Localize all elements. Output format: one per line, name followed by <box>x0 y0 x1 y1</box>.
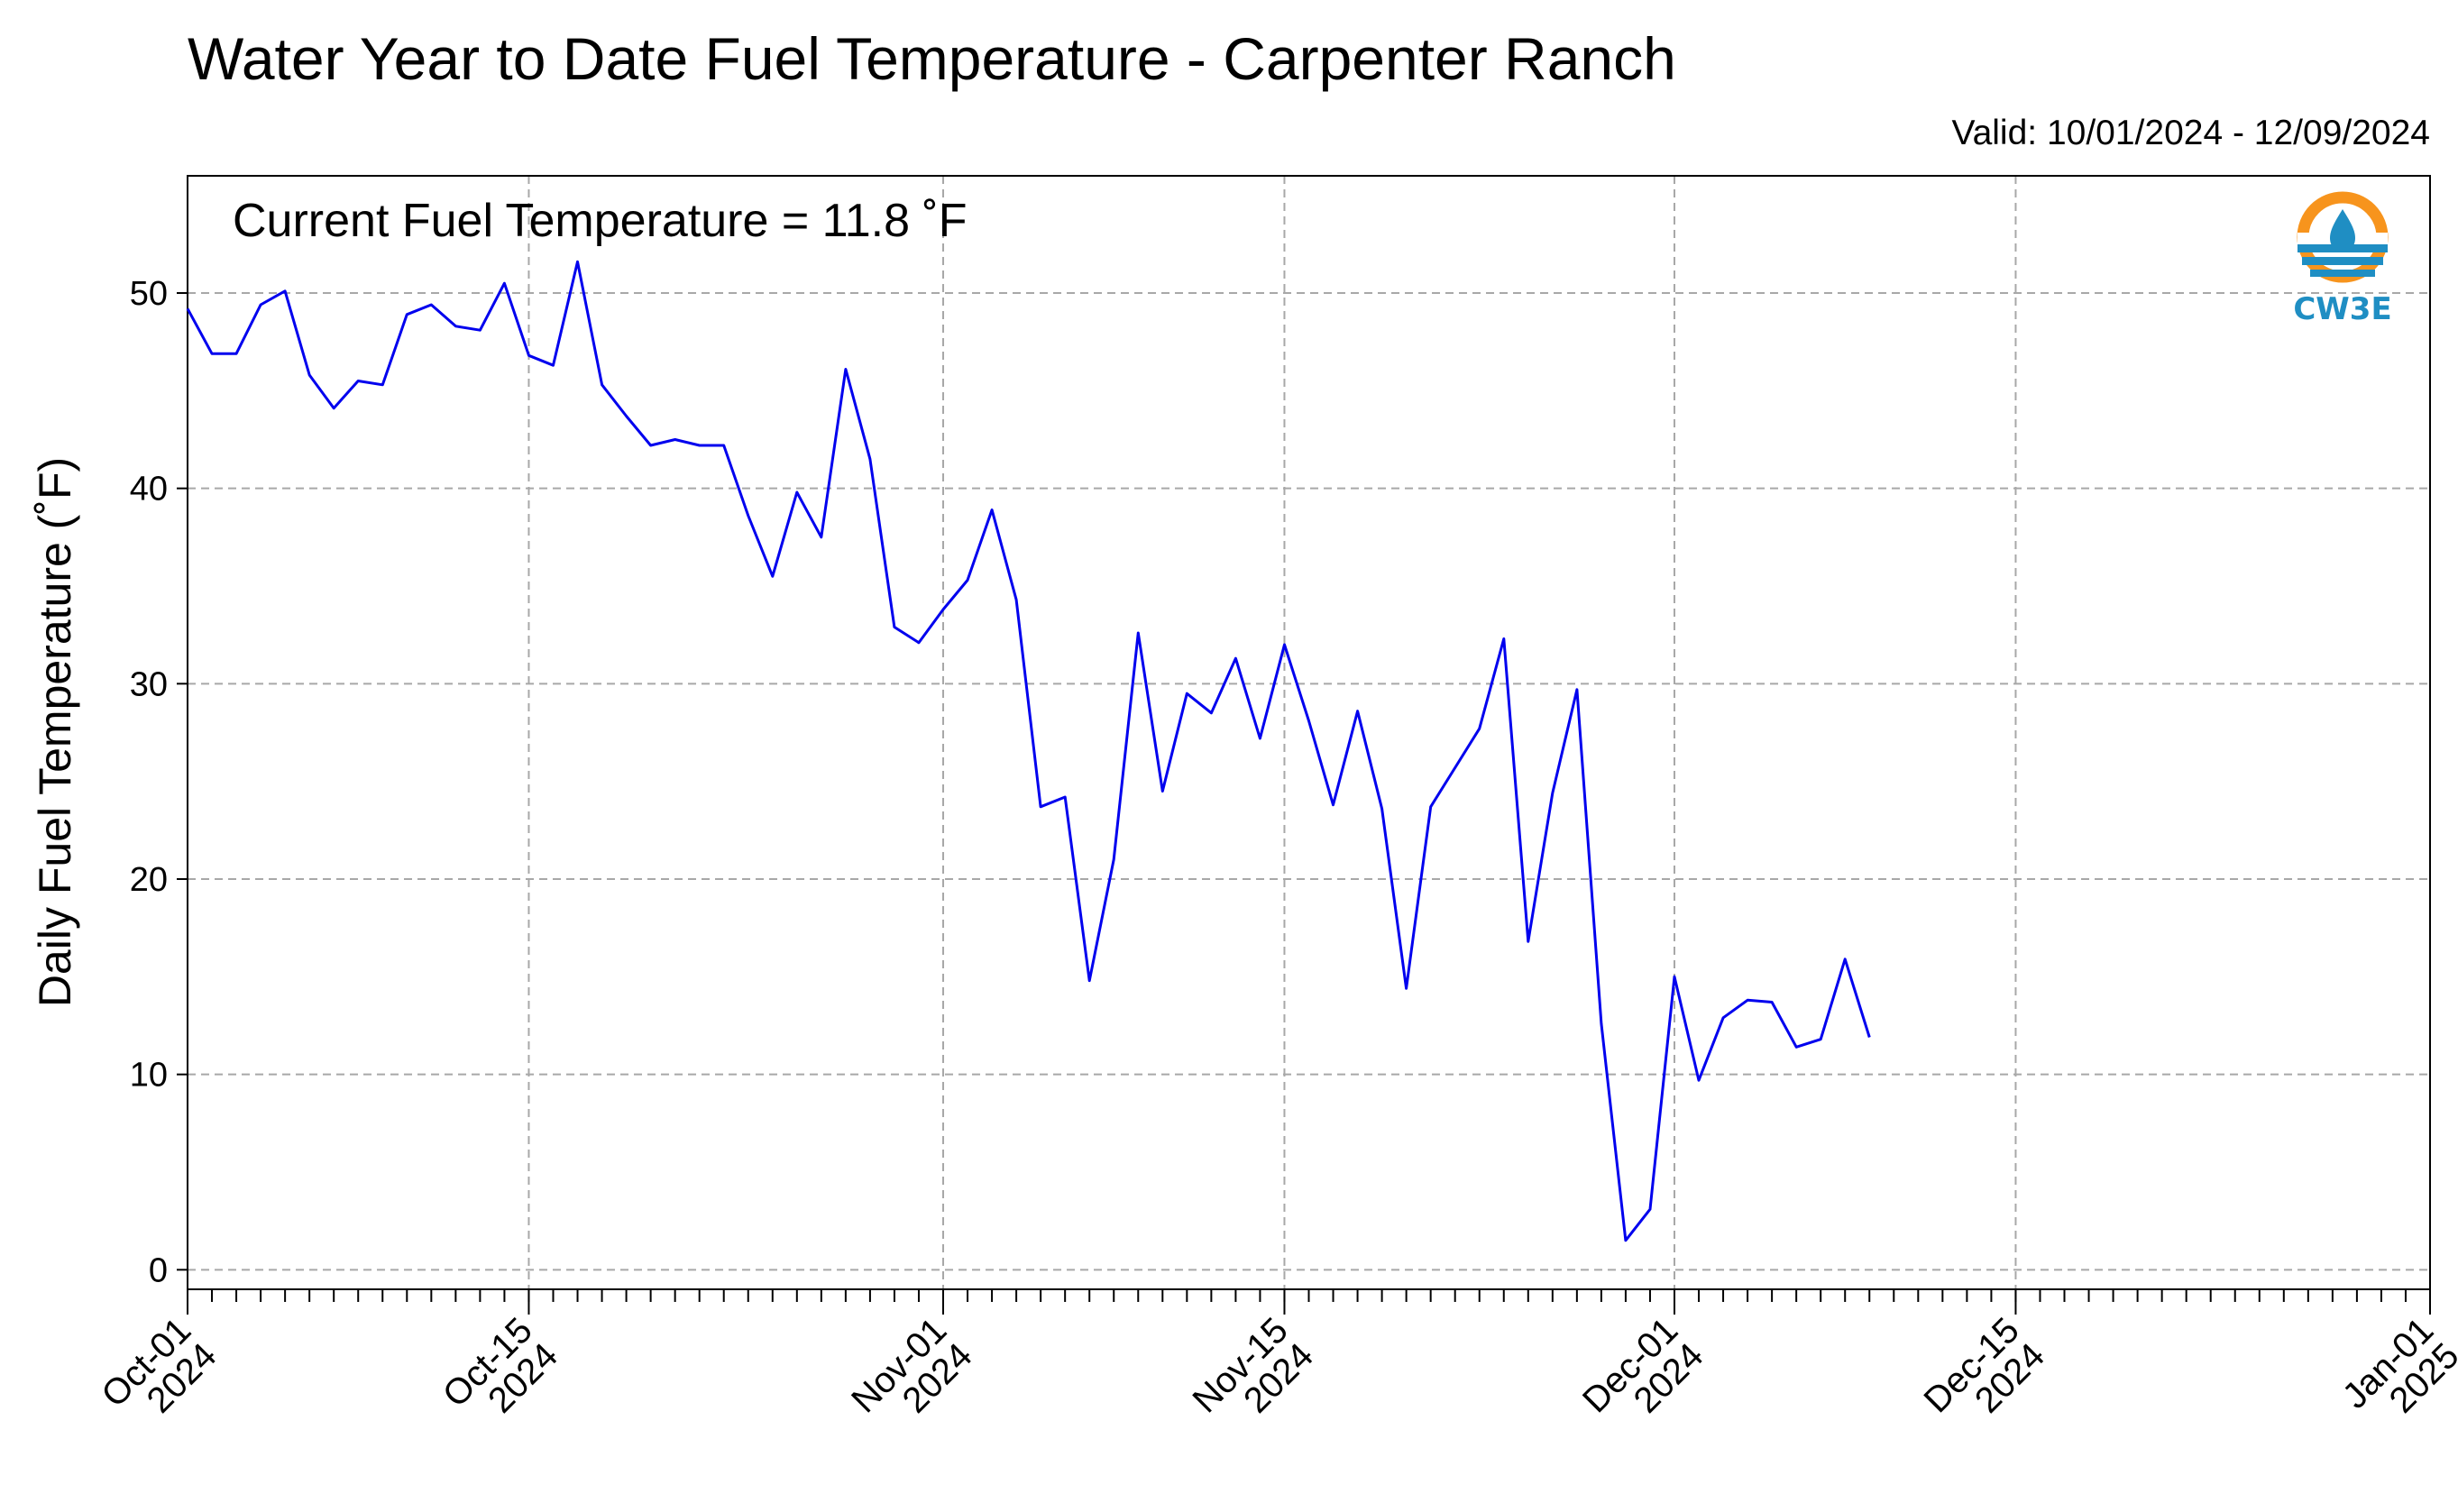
x-tick-label: Dec-012024 <box>1575 1310 1711 1446</box>
x-tick-label: Jan-012025 <box>2335 1310 2458 1442</box>
y-axis: 0 10 20 30 40 50 <box>130 275 188 1289</box>
series <box>186 260 1871 1242</box>
svg-text:Nov-012024: Nov-012024 <box>844 1310 980 1446</box>
svg-text:Oct-012024: Oct-012024 <box>94 1310 224 1440</box>
y-tick-label: 0 <box>149 1251 168 1289</box>
valid-date-range: Valid: 10/01/2024 - 12/09/2024 <box>1951 114 2430 152</box>
current-temperature-annotation: Current Fuel Temperature = 11.8 ˚F <box>233 195 968 247</box>
svg-text:Oct-152024: Oct-152024 <box>436 1310 565 1440</box>
x-tick-label: Oct-012024 <box>94 1310 224 1440</box>
x-tick-label: Nov-012024 <box>844 1310 980 1446</box>
y-tick-label: 20 <box>130 861 168 899</box>
y-tick-label: 30 <box>130 665 168 703</box>
svg-text:Dec-012024: Dec-012024 <box>1575 1310 1711 1446</box>
chart-title: Water Year to Date Fuel Temperature - Ca… <box>188 25 1676 92</box>
x-tick-label: Oct-152024 <box>436 1310 565 1440</box>
svg-text:Dec-152024: Dec-152024 <box>1917 1310 2053 1446</box>
logo-text: CW3E <box>2293 291 2391 327</box>
y-axis-label: Daily Fuel Temperature (˚F) <box>30 457 80 1007</box>
y-tick-label: 40 <box>130 471 168 509</box>
x-tick-label: Nov-152024 <box>1186 1310 1322 1446</box>
svg-text:Jan-012025: Jan-012025 <box>2335 1310 2458 1442</box>
logo-water-drop-icon <box>2330 209 2355 252</box>
y-tick-label: 10 <box>130 1057 168 1095</box>
y-tick-label: 50 <box>130 275 168 313</box>
x-axis: Oct-012024 Oct-152024 Nov-012024 Nov-152024… <box>94 1289 2458 1446</box>
x-tick-label: Dec-152024 <box>1917 1310 2053 1446</box>
fuel-temperature-line <box>186 260 1871 1242</box>
svg-text:Nov-152024: Nov-152024 <box>1186 1310 1322 1446</box>
cw3e-logo: CW3E <box>2293 191 2392 327</box>
